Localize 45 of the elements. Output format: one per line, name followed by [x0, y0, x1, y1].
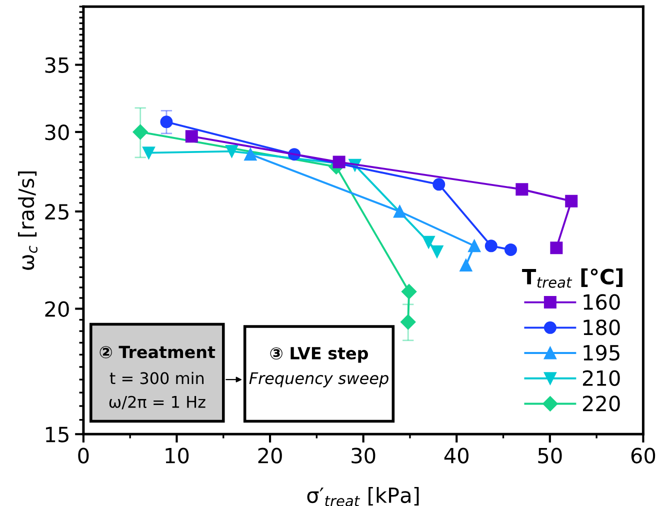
point — [332, 156, 346, 168]
legend-label: 220 — [582, 396, 620, 412]
legend-label: 195 — [584, 344, 620, 361]
point — [468, 240, 481, 252]
x-tick-label: 40 — [444, 448, 468, 464]
point — [430, 245, 444, 258]
point — [132, 124, 148, 140]
x-tick-label: 50 — [538, 448, 562, 464]
x-tick-label: 10 — [166, 448, 189, 464]
point — [516, 183, 528, 196]
x-tick-label: 0 — [78, 448, 89, 464]
point — [550, 242, 563, 254]
y-tick-label: 30 — [45, 124, 69, 140]
point — [432, 178, 446, 191]
x-axis-title: σ′$_{treat}$ [kPa] — [307, 486, 419, 506]
annotation: ② Treatment — [100, 346, 216, 358]
annotation: ω/2π = 1 Hz — [109, 396, 206, 410]
legend-label: 160 — [584, 294, 620, 310]
x-tick-label: 60 — [631, 448, 656, 464]
point — [565, 194, 578, 208]
point — [244, 148, 257, 161]
x-tick-label: 20 — [258, 448, 282, 464]
point — [484, 240, 498, 252]
point — [401, 284, 417, 300]
legend-title: T$_{treat}$ [°C] — [522, 268, 622, 288]
y-tick-label: 25 — [45, 204, 68, 220]
point — [142, 146, 155, 160]
point — [226, 145, 238, 158]
point — [460, 258, 472, 272]
y-tick-label: 35 — [45, 57, 68, 73]
y-tick-label: 15 — [46, 426, 68, 442]
point — [422, 236, 435, 248]
point — [160, 116, 173, 128]
annotation: t = 300 min — [110, 372, 204, 384]
legend-label: 180 — [584, 319, 620, 336]
point — [393, 205, 406, 218]
legend-label: 210 — [582, 370, 620, 386]
annotation: ③ LVE step — [270, 347, 368, 363]
point — [185, 130, 198, 143]
y-tick-label: 20 — [45, 301, 69, 317]
annotation: Frequency sweep — [249, 372, 388, 388]
x-tick-label: 30 — [352, 448, 376, 464]
point — [504, 243, 517, 256]
y-axis-title: ω$_{c}$ [rad/s] — [18, 171, 38, 270]
point — [400, 314, 416, 330]
